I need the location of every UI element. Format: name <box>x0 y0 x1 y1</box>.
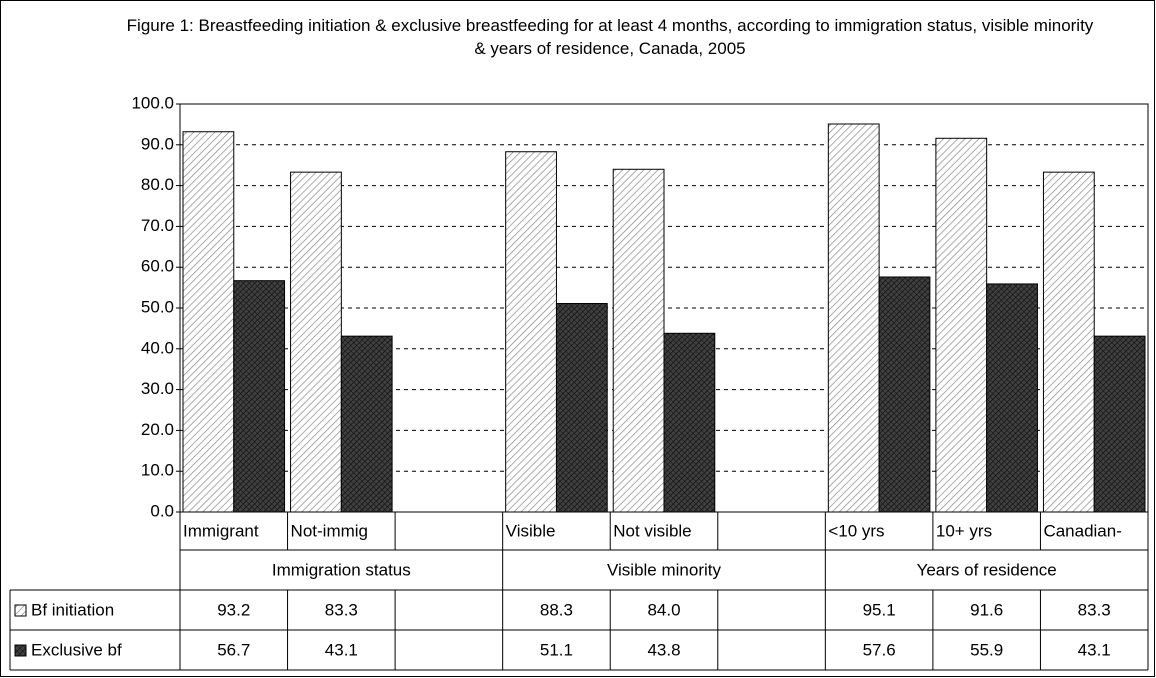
data-label: 55.9 <box>970 640 1003 659</box>
bar <box>555 303 608 513</box>
data-label: 88.3 <box>540 600 573 619</box>
group-label: Years of residence <box>917 560 1057 579</box>
bar <box>986 283 1038 513</box>
y-tick-label: 100.0 <box>131 93 174 112</box>
data-label: 43.1 <box>1078 640 1111 659</box>
y-tick-label: 30.0 <box>141 379 174 398</box>
y-tick-label: 80.0 <box>141 175 174 194</box>
bar <box>935 137 988 513</box>
x-tick-label: Visible <box>506 521 556 540</box>
legend-label: Bf initiation <box>31 600 114 619</box>
y-tick-label: 90.0 <box>141 134 174 153</box>
data-label: 84.0 <box>647 600 680 619</box>
data-label: 95.1 <box>863 600 896 619</box>
y-tick-label: 0.0 <box>150 501 174 520</box>
data-label: 83.3 <box>1078 600 1111 619</box>
bar <box>878 276 931 513</box>
bar <box>1042 171 1095 513</box>
data-label: 57.6 <box>863 640 896 659</box>
x-tick-label: <10 yrs <box>828 521 884 540</box>
bar <box>182 131 235 513</box>
x-tick-label: Canadian- <box>1043 521 1121 540</box>
data-label: 43.1 <box>325 640 358 659</box>
bar <box>612 168 665 513</box>
chart-title: Figure 1: Breastfeeding initiation & exc… <box>126 16 1094 58</box>
y-tick-label: 50.0 <box>141 297 174 316</box>
bar <box>290 171 342 513</box>
legend-swatch <box>14 604 27 617</box>
data-label: 83.3 <box>325 600 358 619</box>
y-tick-label: 10.0 <box>141 461 174 480</box>
y-tick-label: 70.0 <box>141 216 174 235</box>
bar <box>827 123 880 513</box>
bar <box>340 335 393 513</box>
group-label: Visible minority <box>607 560 722 579</box>
data-label: 51.1 <box>540 640 573 659</box>
x-tick-label: Immigrant <box>183 521 259 540</box>
x-tick-label: Not visible <box>613 521 691 540</box>
y-tick-label: 40.0 <box>141 338 174 357</box>
group-label: Immigration status <box>272 560 411 579</box>
bar <box>505 151 557 513</box>
legend-swatch <box>14 644 27 657</box>
x-tick-label: Not-immig <box>291 521 368 540</box>
y-tick-label: 60.0 <box>141 257 174 276</box>
bar <box>233 280 286 513</box>
x-tick-label: 10+ yrs <box>936 521 992 540</box>
data-label: 56.7 <box>217 640 250 659</box>
data-label: 43.8 <box>647 640 680 659</box>
legend-label: Exclusive bf <box>31 640 122 659</box>
data-label: 93.2 <box>217 600 250 619</box>
data-label: 91.6 <box>970 600 1003 619</box>
bar <box>1093 335 1146 513</box>
bar <box>663 332 716 513</box>
y-tick-label: 20.0 <box>141 420 174 439</box>
